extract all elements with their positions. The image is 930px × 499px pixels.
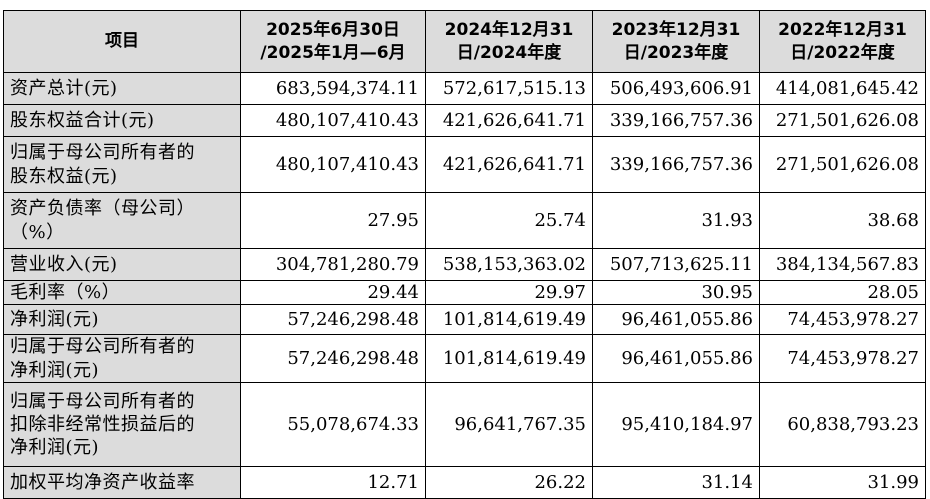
value-cell: 271,501,626.08	[759, 136, 926, 193]
table-row: 资产总计(元) 683,594,374.11 572,617,515.13 506,4…	[3, 72, 926, 105]
header-period-2024: 2024年12月31 日/2024年度	[425, 10, 593, 73]
value-cell: 55,078,674.33	[240, 382, 426, 468]
value-cell: 95,410,184.97	[592, 382, 760, 468]
header-period-2025h1: 2025年6月30日 /2025年1月—6月	[240, 10, 426, 73]
header-row: 项目 2025年6月30日 /2025年1月—6月 2024年12月31 日/202…	[3, 10, 926, 73]
financial-data-table: 项目 2025年6月30日 /2025年1月—6月 2024年12月31 日/202…	[3, 10, 926, 499]
value-cell: 29.44	[240, 279, 426, 306]
value-cell: 101,814,619.49	[425, 304, 593, 336]
value-cell: 271,501,626.08	[759, 104, 926, 137]
table-row: 营业收入(元) 304,781,280.79 538,153,363.02 507,7…	[3, 248, 926, 281]
table-body: 资产总计(元) 683,594,374.11 572,617,515.13 506,4…	[3, 72, 926, 499]
header-item: 项目	[3, 10, 241, 73]
value-cell: 421,626,641.71	[425, 104, 593, 137]
table-row: 资产负债率（母公司） （%） 27.95 25.74 31.93 38.68	[3, 192, 926, 249]
value-cell: 29.97	[425, 279, 593, 306]
value-cell: 74,453,978.27	[759, 304, 926, 336]
value-cell: 101,814,619.49	[425, 334, 593, 384]
value-cell: 384,134,567.83	[759, 248, 926, 281]
value-cell: 683,594,374.11	[240, 72, 426, 105]
table-row: 净利润(元) 57,246,298.48 101,814,619.49 96,461,…	[3, 304, 926, 336]
value-cell: 26.22	[425, 466, 593, 499]
row-label: 净利润(元)	[3, 304, 241, 336]
value-cell: 57,246,298.48	[240, 334, 426, 384]
row-label: 资产总计(元)	[3, 72, 241, 105]
value-cell: 96,461,055.86	[592, 304, 760, 336]
table-row: 毛利率（%） 29.44 29.97 30.95 28.05	[3, 279, 926, 306]
value-cell: 339,166,757.36	[592, 104, 760, 137]
table-header: 项目 2025年6月30日 /2025年1月—6月 2024年12月31 日/202…	[3, 10, 926, 73]
value-cell: 74,453,978.27	[759, 334, 926, 384]
value-cell: 480,107,410.43	[240, 136, 426, 193]
value-cell: 506,493,606.91	[592, 72, 760, 105]
header-period-2023: 2023年12月31 日/2023年度	[592, 10, 760, 73]
row-label: 加权平均净资产收益率	[3, 466, 241, 499]
value-cell: 480,107,410.43	[240, 104, 426, 137]
row-label: 归属于母公司所有者的 扣除非经常性损益后的 净利润(元)	[3, 382, 241, 468]
row-label: 营业收入(元)	[3, 248, 241, 281]
value-cell: 414,081,645.42	[759, 72, 926, 105]
row-label: 归属于母公司所有者的 股东权益(元)	[3, 136, 241, 193]
table-row: 归属于母公司所有者的 扣除非经常性损益后的 净利润(元) 55,078,674.3…	[3, 382, 926, 468]
value-cell: 572,617,515.13	[425, 72, 593, 105]
value-cell: 96,641,767.35	[425, 382, 593, 468]
value-cell: 421,626,641.71	[425, 136, 593, 193]
table-row: 加权平均净资产收益率 12.71 26.22 31.14 31.99	[3, 466, 926, 499]
value-cell: 96,461,055.86	[592, 334, 760, 384]
value-cell: 507,713,625.11	[592, 248, 760, 281]
value-cell: 38.68	[759, 192, 926, 249]
row-label: 毛利率（%）	[3, 279, 241, 306]
table-row: 归属于母公司所有者的 股东权益(元) 480,107,410.43 421,626,…	[3, 136, 926, 193]
row-label: 归属于母公司所有者的 净利润(元)	[3, 334, 241, 384]
value-cell: 60,838,793.23	[759, 382, 926, 468]
value-cell: 31.14	[592, 466, 760, 499]
value-cell: 25.74	[425, 192, 593, 249]
value-cell: 31.93	[592, 192, 760, 249]
value-cell: 339,166,757.36	[592, 136, 760, 193]
value-cell: 304,781,280.79	[240, 248, 426, 281]
value-cell: 30.95	[592, 279, 760, 306]
value-cell: 27.95	[240, 192, 426, 249]
table-row: 归属于母公司所有者的 净利润(元) 57,246,298.48 101,814,61…	[3, 334, 926, 384]
value-cell: 31.99	[759, 466, 926, 499]
row-label: 资产负债率（母公司） （%）	[3, 192, 241, 249]
value-cell: 57,246,298.48	[240, 304, 426, 336]
table-row: 股东权益合计(元) 480,107,410.43 421,626,641.71 339…	[3, 104, 926, 137]
row-label: 股东权益合计(元)	[3, 104, 241, 137]
value-cell: 28.05	[759, 279, 926, 306]
value-cell: 538,153,363.02	[425, 248, 593, 281]
header-period-2022: 2022年12月31 日/2022年度	[759, 10, 926, 73]
value-cell: 12.71	[240, 466, 426, 499]
